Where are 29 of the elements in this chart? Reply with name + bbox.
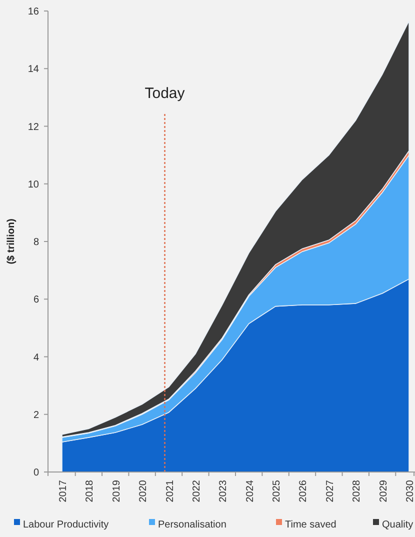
y-tick-label: 0: [33, 468, 40, 478]
legend-label: Labour Productivity: [23, 520, 109, 530]
legend-label: Personalisation: [158, 520, 226, 530]
ref-line-label: Today: [144, 85, 186, 102]
x-tick-label: 2029: [378, 480, 390, 502]
y-tick-label: 16: [28, 6, 40, 18]
x-tick-label: 2024: [244, 480, 256, 502]
y-tick-label: 6: [33, 294, 40, 306]
y-tick-label: 4: [33, 352, 40, 364]
y-axis-title: ($ trillion): [6, 218, 17, 264]
x-tick-label: 2020: [138, 480, 150, 502]
x-tick-label: 2018: [84, 480, 96, 502]
y-tick-label: 10: [28, 179, 40, 190]
y-tick-label: 14: [28, 64, 40, 76]
x-tick-label: 2021: [164, 480, 176, 502]
y-tick-label: 2: [33, 410, 40, 421]
x-tick-label: 2022: [191, 480, 202, 502]
x-tick-label: 2025: [272, 480, 283, 502]
x-tick-label: 2028: [352, 480, 363, 502]
x-tick-label: 2027: [324, 480, 336, 502]
x-tick-label: 2019: [111, 480, 122, 502]
legend-label: Quality: [382, 520, 414, 530]
y-tick-label: 8: [33, 237, 40, 248]
y-tick-label: 12: [28, 122, 40, 133]
legend-label: Time saved: [285, 520, 336, 530]
x-tick-label: 2023: [218, 480, 230, 502]
x-tick-label: 2017: [58, 480, 69, 502]
x-tick-label: 2030: [405, 480, 415, 502]
x-tick-label: 2026: [298, 480, 310, 502]
